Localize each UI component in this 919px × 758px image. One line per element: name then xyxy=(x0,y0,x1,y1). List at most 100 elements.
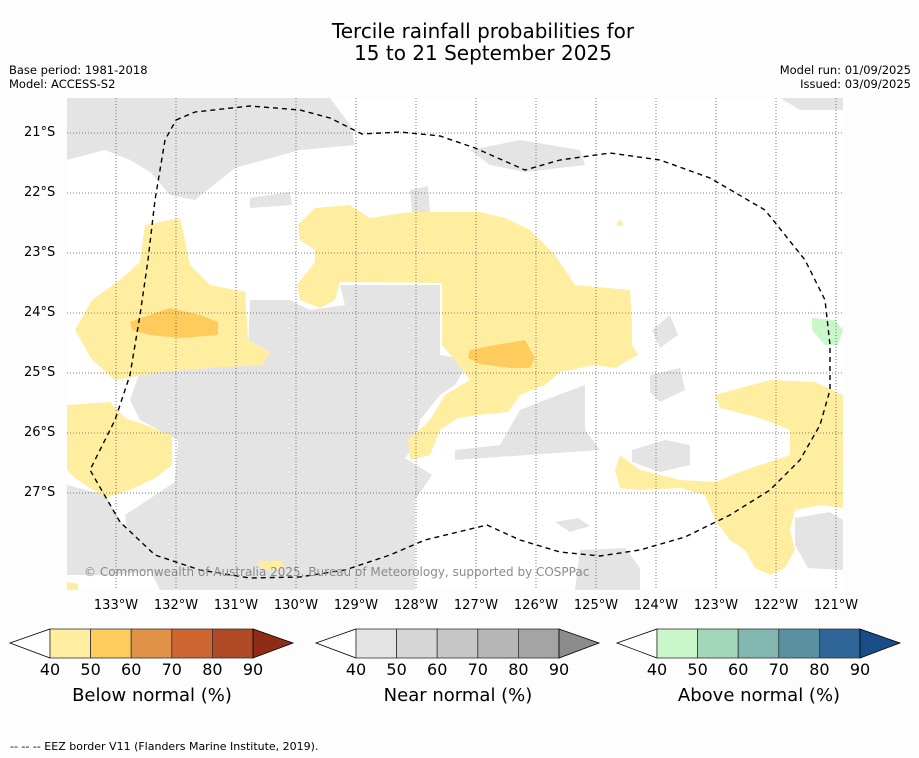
colorbar-tick: 90 xyxy=(242,660,264,679)
colorbar-tick: 90 xyxy=(548,660,570,679)
below-normal-50-region xyxy=(130,308,218,338)
colorbar-swatch xyxy=(90,628,132,659)
colorbar-tick: 40 xyxy=(646,660,668,679)
graticule xyxy=(67,98,843,590)
lon-label: 123°W xyxy=(693,598,739,613)
colorbar-label-above: Above normal (%) xyxy=(677,685,841,706)
colorbar-label-below: Below normal (%) xyxy=(72,685,232,706)
issued-date: Issued: 03/09/2025 xyxy=(800,77,911,91)
lat-label: 25°S xyxy=(24,365,56,380)
eez-footnote: -- -- -- EEZ border V11 (Flanders Marine… xyxy=(10,740,319,753)
colorbar-tick: 80 xyxy=(202,660,223,679)
meta-right: Model run: 01/09/2025 Issued: 03/09/2025 xyxy=(780,63,911,91)
near-normal-region xyxy=(410,186,430,212)
lat-label: 21°S xyxy=(24,125,56,140)
near-normal-region xyxy=(67,98,355,200)
colorbar-swatch xyxy=(818,628,861,659)
colorbar-swatch xyxy=(558,628,601,659)
copyright-notice: © Commonwealth of Australia 2025, Bureau… xyxy=(84,565,590,579)
colorbar-min-extension xyxy=(8,628,51,659)
near-normal-region xyxy=(780,98,843,110)
colorbar-near-normal xyxy=(314,628,601,659)
colorbar-swatch xyxy=(737,628,780,659)
colorbar-tick: 50 xyxy=(386,660,407,679)
below-normal-40-region xyxy=(615,380,843,575)
eez-border xyxy=(89,105,831,579)
colorbar-swatch xyxy=(49,628,91,659)
below-normal-40-region xyxy=(617,220,623,226)
lat-label: 22°S xyxy=(24,185,56,200)
lon-label: 132°W xyxy=(153,598,199,613)
near-normal-region xyxy=(362,515,382,532)
below-normal-50-region xyxy=(468,340,535,368)
lon-label: 129°W xyxy=(333,598,379,613)
below-normal-40-region xyxy=(258,560,285,570)
lon-label: 121°W xyxy=(813,598,859,613)
colorbar-swatch xyxy=(477,628,519,659)
colorbar-below-normal xyxy=(8,628,295,659)
below-normal-40-region xyxy=(67,582,78,590)
colorbar-swatch xyxy=(171,628,213,659)
lon-label: 133°W xyxy=(93,598,139,613)
meta-left: Base period: 1981-2018 Model: ACCESS-S2 xyxy=(9,63,148,91)
lat-label: 26°S xyxy=(24,425,56,440)
probability-regions xyxy=(67,98,843,590)
lat-label: 27°S xyxy=(24,485,56,500)
colorbar-swatch xyxy=(252,628,295,659)
colorbar-tick: 70 xyxy=(768,660,789,679)
colorbar-swatch xyxy=(859,628,902,659)
colorbar-swatch xyxy=(656,628,698,659)
colorbar-tick: 50 xyxy=(80,660,101,679)
colorbar-swatch xyxy=(436,628,479,659)
colorbar-swatch xyxy=(517,628,560,659)
near-normal-region xyxy=(650,368,685,402)
colorbar-tick: 70 xyxy=(467,660,488,679)
colorbar-tick: 60 xyxy=(728,660,749,679)
colorbar-label-near: Near normal (%) xyxy=(383,685,533,706)
colorbar-above-normal xyxy=(615,628,902,659)
lon-label: 130°W xyxy=(273,598,319,613)
colorbar-swatch xyxy=(697,628,739,659)
model-run: Model run: 01/09/2025 xyxy=(779,63,911,77)
near-normal-region xyxy=(455,385,600,460)
colorbar-tick: 70 xyxy=(161,660,182,679)
colorbar-swatch xyxy=(778,628,820,659)
colorbar-swatch xyxy=(211,628,254,659)
near-normal-region xyxy=(575,548,640,590)
lon-label: 124°W xyxy=(633,598,679,613)
colorbar-tick: 80 xyxy=(809,660,830,679)
above-normal-40-region xyxy=(812,318,843,345)
near-normal-region xyxy=(652,315,678,348)
below-normal-40-region xyxy=(67,402,172,498)
lon-label: 122°W xyxy=(753,598,799,613)
map-title-line1: Tercile rainfall probabilities for xyxy=(331,19,635,43)
colorbar-tick: 90 xyxy=(849,660,871,679)
lon-label: 128°W xyxy=(393,598,439,613)
colorbar-tick: 80 xyxy=(508,660,529,679)
below-normal-40-region xyxy=(75,218,270,380)
colorbar-min-extension xyxy=(615,628,658,659)
colorbar-tick: 40 xyxy=(345,660,367,679)
colorbar-swatch xyxy=(396,628,438,659)
colorbar-swatch xyxy=(355,628,397,659)
model-name: Model: ACCESS-S2 xyxy=(9,77,116,91)
base-period: Base period: 1981-2018 xyxy=(9,63,148,77)
lon-label: 127°W xyxy=(453,598,499,613)
colorbar-tick: 60 xyxy=(121,660,142,679)
near-normal-region xyxy=(795,512,843,570)
near-normal-region xyxy=(470,140,585,172)
near-normal-region xyxy=(555,518,590,532)
below-normal-40-region xyxy=(297,205,638,460)
colorbar-tick: 60 xyxy=(427,660,448,679)
colorbar-min-extension xyxy=(314,628,357,659)
near-normal-region xyxy=(250,192,292,208)
colorbar-tick: 50 xyxy=(687,660,708,679)
lat-label: 23°S xyxy=(24,245,56,260)
map-title-line2: 15 to 21 September 2025 xyxy=(354,41,612,65)
lon-label: 125°W xyxy=(573,598,619,613)
near-normal-region xyxy=(632,440,690,472)
colorbar-tick: 40 xyxy=(39,660,61,679)
lon-label: 126°W xyxy=(513,598,559,613)
colorbar-swatch xyxy=(130,628,173,659)
